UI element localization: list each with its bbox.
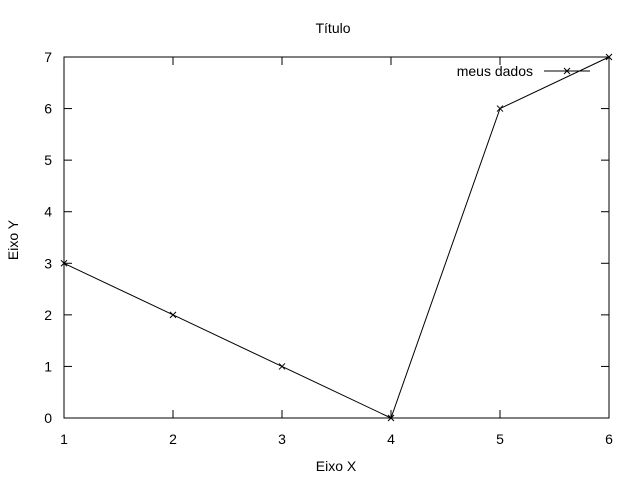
data-point-marker [605, 53, 613, 61]
data-point-marker [496, 105, 504, 112]
y-tick-label: 2 [44, 307, 52, 323]
series-line [63, 56, 610, 419]
x-tick-label: 5 [496, 431, 504, 447]
x-tick-label: 1 [60, 431, 68, 447]
y-tick-label: 7 [44, 49, 52, 65]
data-point-marker [278, 363, 286, 370]
y-tick-label: 3 [44, 255, 52, 271]
x-tick-label: 2 [169, 431, 177, 447]
y-tick-label: 4 [44, 204, 52, 220]
data-point-marker [60, 259, 68, 267]
y-tick-label: 0 [44, 410, 52, 426]
x-axis-title: Eixo X [316, 458, 357, 474]
chart-title: Título [315, 20, 350, 36]
data-point-marker [387, 414, 395, 422]
legend-label: meus dados [457, 63, 533, 79]
x-axis-ticks: 1 2 3 4 5 6 [60, 57, 613, 447]
legend: meus dados [457, 63, 590, 79]
x-tick-label: 3 [278, 431, 286, 447]
plot-frame [63, 56, 610, 419]
y-axis-title: Eixo Y [5, 219, 21, 260]
x-tick-label: 6 [605, 431, 613, 447]
y-tick-label: 1 [44, 358, 52, 374]
x-tick-label: 4 [387, 431, 395, 447]
y-tick-label: 5 [44, 152, 52, 168]
series-layer [60, 53, 613, 422]
data-point-marker [169, 311, 177, 319]
y-axis-ticks: 0 1 2 3 4 5 6 7 [44, 49, 609, 426]
y-tick-label: 6 [44, 101, 52, 117]
legend-marker [563, 67, 571, 75]
